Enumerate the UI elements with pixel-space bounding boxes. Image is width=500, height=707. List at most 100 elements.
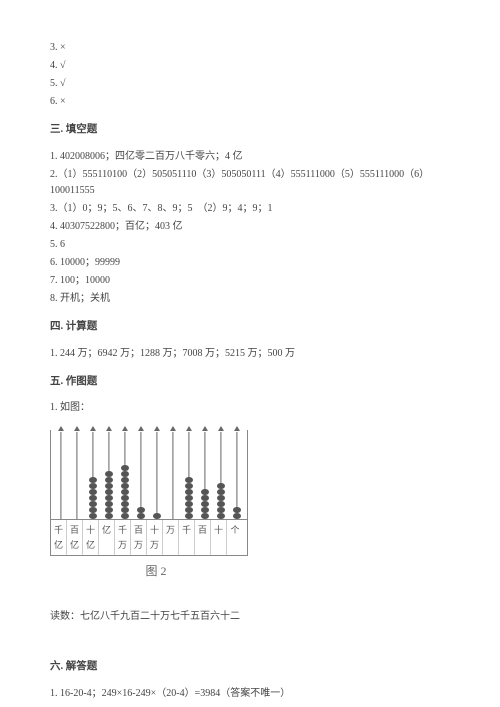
abacus-bead xyxy=(121,513,129,519)
abacus-rod xyxy=(133,430,149,519)
fill-blank-item: 8. 开机；关机 xyxy=(50,291,450,307)
abacus-bead xyxy=(105,495,113,501)
calc-item: 1. 244 万；6942 万；1288 万；7008 万；5215 万；500… xyxy=(50,346,450,362)
abacus-rod xyxy=(165,430,181,519)
section-3-title: 三. 填空题 xyxy=(50,122,450,139)
abacus-place-label: 十 xyxy=(211,520,227,555)
reading-value: 七亿八千九百二十万七千五百六十二 xyxy=(80,611,240,622)
abacus-bead xyxy=(217,507,225,513)
rod-spike-icon xyxy=(202,426,208,431)
fill-blank-item: 2.（1）555110100（2）505051110（3）505050111（4… xyxy=(50,167,450,199)
abacus-rod xyxy=(69,430,85,519)
abacus-bead xyxy=(137,513,145,519)
rod-spike-icon xyxy=(234,426,240,431)
abacus-bead xyxy=(121,489,129,495)
rod-spike-icon xyxy=(170,426,176,431)
rod-spike-icon xyxy=(58,426,64,431)
abacus-bead xyxy=(89,507,97,513)
fill-blank-item: 3.（1）0；9；5、6、7、8、9；5 （2）9；4；9；1 xyxy=(50,201,450,217)
abacus-place-label: 亿 xyxy=(99,520,115,555)
judgement-item: 3. × xyxy=(50,40,450,56)
abacus-rod xyxy=(117,430,133,519)
fill-blank-item: 4. 40307522800；百亿；403 亿 xyxy=(50,219,450,235)
judgement-item: 6. × xyxy=(50,94,450,110)
rod-spike-icon xyxy=(106,426,112,431)
section-3-body: 1. 402008006；四亿零二百万八千零六；4 亿 2.（1）5551101… xyxy=(50,149,450,307)
judgement-list: 3. × 4. √ 5. √ 6. × xyxy=(50,40,450,110)
abacus-bead xyxy=(217,483,225,489)
abacus-bead xyxy=(89,483,97,489)
abacus-bead xyxy=(121,495,129,501)
rod-spike-icon xyxy=(90,426,96,431)
abacus-place-label: 百 xyxy=(195,520,211,555)
abacus-rod xyxy=(213,430,229,519)
abacus-rod xyxy=(85,430,101,519)
abacus-bead xyxy=(217,501,225,507)
abacus-bead xyxy=(105,471,113,477)
abacus-bead xyxy=(185,495,193,501)
abacus-bead xyxy=(121,477,129,483)
abacus-bead xyxy=(185,501,193,507)
abacus-place-label: 千 xyxy=(179,520,195,555)
abacus-bead xyxy=(121,507,129,513)
abacus-bead xyxy=(201,513,209,519)
judgement-item: 4. √ xyxy=(50,58,450,74)
abacus-place-label: 百亿 xyxy=(67,520,83,555)
abacus-bead xyxy=(105,507,113,513)
reading-line: 读数：七亿八千九百二十万七千五百六十二 xyxy=(50,609,450,625)
abacus-labels: 千亿百亿十亿亿千万百万十万万千百十个 xyxy=(50,520,248,556)
abacus-rod xyxy=(181,430,197,519)
abacus-bead xyxy=(217,489,225,495)
rod-spike-icon xyxy=(186,426,192,431)
abacus-bead xyxy=(137,507,145,513)
abacus-bead xyxy=(89,495,97,501)
abacus-bead xyxy=(233,513,241,519)
abacus-bead xyxy=(89,489,97,495)
rod-spike-icon xyxy=(122,426,128,431)
abacus-bead xyxy=(185,489,193,495)
abacus-rod xyxy=(53,430,69,519)
abacus-place-label: 千万 xyxy=(115,520,131,555)
abacus-bead xyxy=(201,507,209,513)
rod-spike-icon xyxy=(154,426,160,431)
rod-spike-icon xyxy=(138,426,144,431)
abacus-bead xyxy=(89,501,97,507)
abacus-bead xyxy=(105,501,113,507)
section-6-title: 六. 解答题 xyxy=(50,659,450,676)
abacus-place-label: 个 xyxy=(227,520,243,555)
abacus-bead xyxy=(105,513,113,519)
fill-blank-item: 5. 6 xyxy=(50,237,450,253)
abacus-bead xyxy=(185,507,193,513)
section-5-title: 五. 作图题 xyxy=(50,374,450,391)
abacus-bead xyxy=(201,489,209,495)
abacus-bead xyxy=(105,489,113,495)
abacus-figure: 千亿百亿十亿亿千万百万十万万千百十个 图 2 xyxy=(50,430,450,581)
abacus-bead xyxy=(185,483,193,489)
rod-spike-icon xyxy=(218,426,224,431)
abacus-bead xyxy=(121,501,129,507)
abacus-bead xyxy=(89,477,97,483)
abacus-bead xyxy=(217,495,225,501)
abacus-bead xyxy=(153,513,161,519)
section-6-body: 1. 16-20-4；249×16-249×（20-4）=3984（答案不唯一） xyxy=(50,686,450,702)
fill-blank-item: 7. 100；10000 xyxy=(50,273,450,289)
abacus-place-label: 十万 xyxy=(147,520,163,555)
drawing-item: 1. 如图： xyxy=(50,400,450,416)
abacus-bead xyxy=(201,495,209,501)
abacus-bead xyxy=(105,483,113,489)
abacus-bead xyxy=(185,513,193,519)
section-4-title: 四. 计算题 xyxy=(50,319,450,336)
fill-blank-item: 6. 10000；99999 xyxy=(50,255,450,271)
judgement-item: 5. √ xyxy=(50,76,450,92)
abacus-place-label: 千亿 xyxy=(51,520,67,555)
abacus-rod xyxy=(197,430,213,519)
abacus-bead xyxy=(105,477,113,483)
abacus-bead xyxy=(233,507,241,513)
abacus-place-label: 百万 xyxy=(131,520,147,555)
abacus-rod xyxy=(149,430,165,519)
reading-label: 读数： xyxy=(50,611,80,622)
abacus-bead xyxy=(201,501,209,507)
abacus-bead xyxy=(185,477,193,483)
abacus-rod xyxy=(101,430,117,519)
section-5-body: 1. 如图： xyxy=(50,400,450,416)
